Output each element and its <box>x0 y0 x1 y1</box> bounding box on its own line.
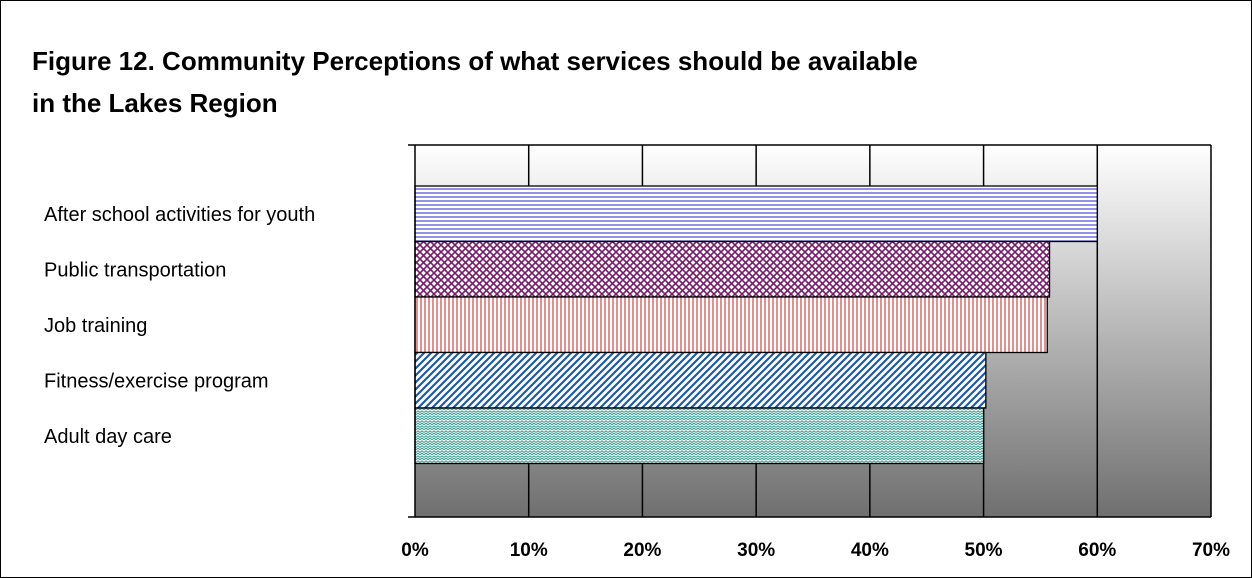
x-tick-label: 70% <box>1192 540 1230 561</box>
category-label: Adult day care <box>44 426 172 448</box>
category-label: Fitness/exercise program <box>44 370 269 392</box>
bar-job-training <box>414 296 1048 354</box>
bar-public-transportation <box>414 240 1051 298</box>
category-label: Job training <box>44 315 147 337</box>
x-tick-label: 10% <box>510 540 548 561</box>
x-tick-label: 40% <box>851 540 889 561</box>
bars <box>414 185 1098 465</box>
bar-after-school-activities-for-youth <box>414 185 1098 243</box>
category-label: Public transportation <box>44 259 226 281</box>
category-label: After school activities for youth <box>44 204 315 226</box>
x-tick-label: 20% <box>623 540 661 561</box>
category-labels: After school activities for youth Public … <box>44 204 315 448</box>
x-tick-label: 60% <box>1078 540 1116 561</box>
x-tick-label: 50% <box>965 540 1003 561</box>
x-tick-label: 30% <box>737 540 775 561</box>
x-tick-label: 0% <box>401 540 429 561</box>
bar-adult-day-care <box>414 407 985 465</box>
tick-labels: 0% 10% 20% 30% 40% 50% 60% 70% <box>401 540 1230 561</box>
bar-fitness-exercise-program <box>414 351 987 409</box>
axes <box>408 144 1211 518</box>
chart-title: Figure 12. Community Perceptions of what… <box>32 46 918 118</box>
